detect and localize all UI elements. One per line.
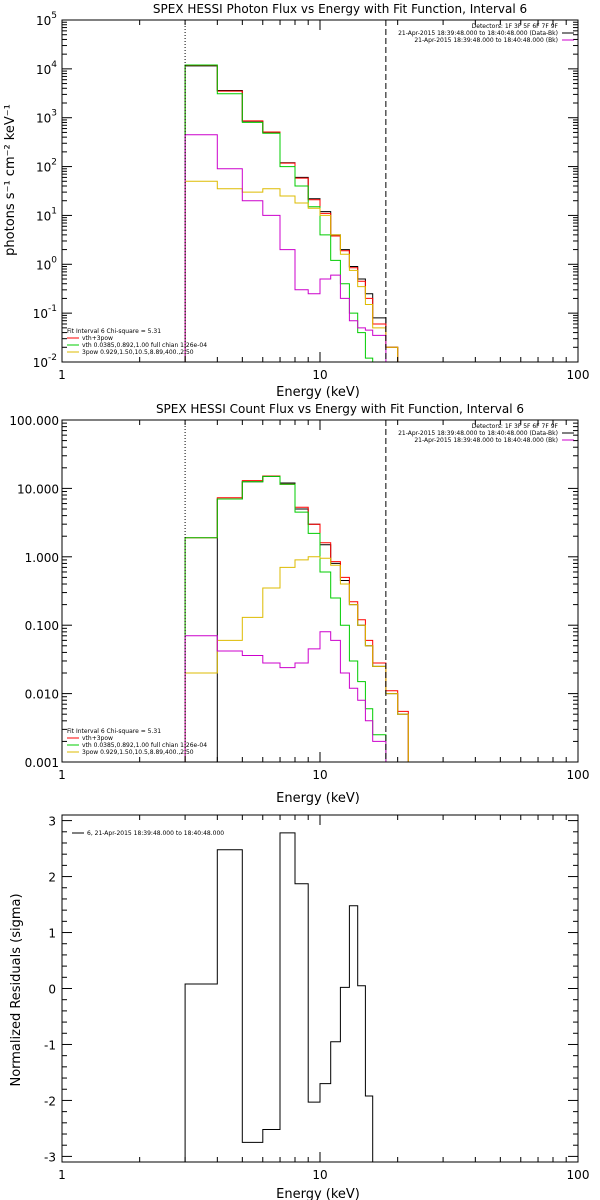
y-tick-exp: 4: [51, 60, 57, 70]
x-axis-label: Energy (keV): [276, 791, 360, 806]
series-line: [184, 65, 409, 362]
y-tick-base: 10: [33, 356, 48, 370]
legend-text: 21-Apr-2015 18:39:48.000 to 18:40:48.000…: [414, 37, 558, 44]
y-tick-label: 0.010: [25, 688, 59, 702]
y-tick-label: 100.000: [9, 414, 59, 428]
y-tick-label: 3: [48, 815, 56, 829]
photon-flux-panel: SPEX HESSI Photon Flux vs Energy with Fi…: [3, 2, 589, 400]
legend-text: vth+3pow: [82, 735, 113, 742]
x-tick-label: 1: [58, 1168, 66, 1182]
y-tick-base: 10: [36, 14, 51, 28]
y-axis-label: photons s⁻¹ cm⁻² keV⁻¹: [3, 104, 18, 256]
legend-text: Detectors: 1F 3F 5F 6F 7F 9F: [472, 423, 559, 430]
x-tick-label: 1: [58, 768, 66, 782]
y-tick-base: 10: [36, 258, 51, 272]
x-tick-label: 10: [312, 368, 327, 382]
legend-text: Fit Interval 6 Chi-square = 5.31: [67, 328, 161, 335]
residuals-panel: 1 10 100 -3 -2 -1 0 1 2 3 Energy (keV) Normalized…: [9, 814, 590, 1200]
legend-text: Fit Interval 6 Chi-square = 5.31: [67, 728, 161, 735]
x-tick-label: 1: [58, 368, 66, 382]
y-tick-base: 10: [36, 209, 51, 223]
legend-text: vth 0.0385,0.892,1.00 full chian 1.26e-0…: [82, 742, 207, 749]
panel-title: SPEX HESSI Count Flux vs Energy with Fit…: [156, 402, 524, 416]
y-tick-label: 100: [36, 255, 57, 272]
legend-text: 3pow 0.929,1.50,10.5,8.89,400.,2.50: [82, 349, 194, 356]
x-axis-label: Energy (keV): [276, 385, 360, 400]
y-tick-label: -3: [44, 1150, 56, 1164]
x-tick-label: 100: [567, 368, 590, 382]
y-tick-label: 10-2: [33, 353, 57, 370]
series-line: [184, 832, 387, 1162]
y-tick-label: 1.000: [25, 551, 59, 565]
series-line: [184, 134, 387, 362]
legend-text: 21-Apr-2015 18:39:48.000 to 18:40:48.000…: [398, 430, 558, 437]
legend-text: vth 0.0385,0.892,1.00 full chian 1.26e-0…: [82, 342, 207, 349]
y-tick-label: 0.001: [25, 756, 59, 770]
y-tick-exp: -1: [48, 304, 57, 314]
panel-title: SPEX HESSI Photon Flux vs Energy with Fi…: [153, 2, 527, 16]
y-tick-label: -2: [44, 1094, 56, 1108]
series-line: [184, 64, 374, 362]
series-line: [184, 556, 409, 762]
legend-text: vth+3pow: [82, 335, 113, 342]
x-tick-label: 100: [567, 1168, 590, 1182]
y-tick-label: 103: [36, 109, 57, 126]
series-line: [184, 180, 409, 362]
y-tick-label: 104: [36, 60, 57, 77]
x-tick-label: 100: [567, 768, 590, 782]
legend-text: 6, 21-Apr-2015 18:39:48.000 to 18:40:48.…: [87, 830, 224, 837]
legend-text: 3pow 0.929,1.50,10.5,8.89,400.,2.50: [82, 749, 194, 756]
y-tick-exp: 0: [51, 255, 57, 265]
y-tick-label: 2: [48, 871, 56, 885]
x-axis-label: Energy (keV): [276, 1187, 360, 1200]
legend-text: Detectors: 1F 3F 5F 6F 7F 9F: [472, 23, 559, 30]
y-tick-label: 102: [36, 158, 57, 175]
series-line: [216, 475, 409, 762]
plot-frame: [61, 419, 579, 763]
y-tick-label: 0.100: [25, 619, 59, 633]
y-tick-base: 10: [36, 63, 51, 77]
legend-text: 21-Apr-2015 18:39:48.000 to 18:40:48.000…: [398, 30, 558, 37]
y-tick-base: 10: [36, 112, 51, 126]
y-tick-label: 105: [36, 11, 57, 28]
y-tick-label: 1: [48, 927, 56, 941]
y-tick-exp: 3: [51, 109, 57, 119]
count-flux-panel: SPEX HESSI Count Flux vs Energy with Fit…: [9, 402, 589, 806]
y-tick-exp: 2: [51, 158, 57, 168]
y-axis-label: Normalized Residuals (sigma): [9, 893, 24, 1086]
y-tick-exp: -2: [48, 353, 57, 363]
legend-text: 21-Apr-2015 18:39:48.000 to 18:40:48.000…: [414, 437, 558, 444]
x-tick-label: 10: [312, 1168, 327, 1182]
y-tick-label: -1: [44, 1038, 56, 1052]
plot-frame: [61, 814, 579, 1163]
x-tick-label: 10: [312, 768, 327, 782]
y-tick-label: 10-1: [33, 304, 57, 321]
series-line: [184, 631, 399, 762]
y-tick-base: 10: [36, 161, 51, 175]
y-tick-exp: 5: [51, 11, 57, 21]
series-line: [184, 475, 399, 762]
series-line: [184, 64, 409, 362]
y-tick-exp: 1: [51, 206, 57, 216]
plot-frame: [61, 19, 579, 363]
series-line: [184, 475, 409, 762]
y-tick-label: 0: [48, 983, 56, 997]
y-tick-label: 10.000: [17, 482, 59, 496]
y-tick-label: 101: [36, 206, 57, 223]
y-tick-base: 10: [33, 307, 48, 321]
